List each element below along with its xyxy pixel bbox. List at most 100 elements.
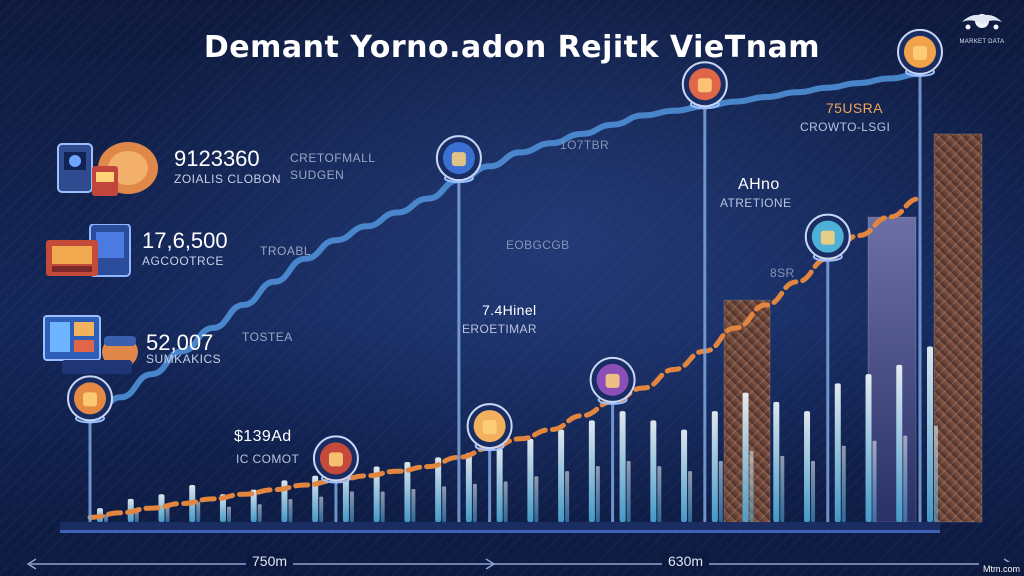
bar-column-shadow [288,499,293,522]
bar-column-shadow [411,488,416,522]
x-axis-label-left: 750m [246,553,294,569]
bar-column [865,374,872,522]
pin-marker [804,213,851,522]
baseline-edge [60,530,940,533]
series-curve-blue [87,70,923,424]
bar-column-shadow [657,466,662,522]
bar-column-shadow [442,486,447,522]
bar-column [804,411,811,522]
annotation-a-value: $139Ad [234,428,292,445]
dashboard-screen-icon [43,315,138,374]
bar-column [465,452,472,522]
stat-value: 52,007 [146,330,214,355]
annotation-e-value: AHno [738,176,780,193]
bar-column [496,448,503,522]
dragon-emblem-icon [962,14,1002,30]
bar-column [742,392,749,522]
bar-column-shadow [903,435,908,522]
bar-column-shadow [104,514,108,522]
annotation-e-label: ATRETIONE [720,196,792,210]
bar-column [619,411,626,522]
annotation-a-label: IC COMOT [236,452,300,466]
bar-column-shadow [472,483,477,522]
pin-marker [312,435,359,522]
bar-column-shadow [934,425,938,522]
bar-column-shadow [872,440,877,522]
brand-logo: MARKET DATA [954,8,1010,50]
pin-marker [435,135,482,522]
gamer-console-icon [57,142,158,196]
bar-column-shadow [226,506,231,522]
stat-row-3: 52,007 SUMKAKICS TOSTEA [42,312,342,374]
bar-column [773,401,780,522]
bar-column-shadow [718,461,723,522]
bar-column-shadow [380,491,385,522]
bar-column-shadow [565,471,570,522]
x-axis-label-right: 630m [662,553,710,569]
bar-column-shadow [257,504,262,522]
bar-column-shadow [196,501,201,522]
bar-column-shadow [811,461,816,522]
series-curve-orange [87,196,923,520]
tower-3 [933,133,983,523]
bar-column [158,494,165,522]
bar-column [588,420,595,522]
stat-label: AGCOOTRCE [142,254,224,268]
annotation-c-label: EOBGCGB [506,238,570,252]
brand-text: MARKET DATA [959,39,1005,45]
bar-column [558,429,565,522]
bar-column [373,466,380,522]
stat-value: 9123360 [174,146,260,171]
stat-row-1: 9123360 ZOIALIS CLOBON CRETOFMALL SUDGEN [42,140,402,200]
stat-note: TOSTEA [242,330,293,344]
bars-layer [97,346,938,522]
stat-note: CRETOFMALL SUDGEN [290,150,400,184]
pin-marker [681,61,728,522]
bar-column-shadow [503,481,508,522]
bar-column [896,364,903,522]
pin-marker [466,403,513,522]
bar-column-shadow [749,450,754,522]
pin-marker [589,356,636,522]
bar-column [250,489,257,522]
bar-column [527,438,534,522]
axis-arrow-left-icon [26,558,37,570]
stat-row-2: 17,6,500 AGCOOTRCE TROABL [42,224,342,284]
bar-column [834,383,841,522]
bar-column [435,457,442,522]
bar-column [404,461,411,522]
annotation-b-label: EROETIMAR [462,322,537,336]
tablet-device-icon [46,224,131,277]
bar-column [312,475,319,522]
markers-layer [67,28,943,522]
bar-column-shadow [688,471,693,522]
stat-label: ZOIALIS CLOBON [174,172,282,186]
bar-column-shadow [319,496,324,522]
bar-column-shadow [626,461,631,522]
pin-marker [67,375,113,522]
annotation-d-label: 1O7TBR [560,138,610,152]
bar-column [650,420,657,522]
annotation-b-value: 7.4Hinel [482,302,537,318]
baseline-platform [60,522,940,530]
annotation-f-value: 75USRA [826,100,883,116]
bar-column-shadow [595,466,600,522]
pin-marker [897,28,943,522]
bar-column [927,346,933,522]
stat-note-text: CRETOFMALL SUDGEN [290,151,376,182]
bar-column-shadow [165,506,170,522]
bar-column [219,494,226,522]
stat-note: TROABL [260,244,312,258]
bar-column-shadow [349,491,354,522]
bar-column-shadow [780,455,785,522]
axis-arrow-mid-icon [485,558,496,570]
bar-column [681,429,688,522]
corner-watermark: Mtm.com [979,562,1024,576]
chart-title: Demant Yorno.adon Rejitk VieTnam [203,30,821,65]
annotation-g-label: 8SR [770,266,795,280]
stat-label: SUMKAKICS [146,352,222,366]
bar-column [711,411,718,522]
annotation-f-label: CROWTO-LSGI [800,120,891,134]
